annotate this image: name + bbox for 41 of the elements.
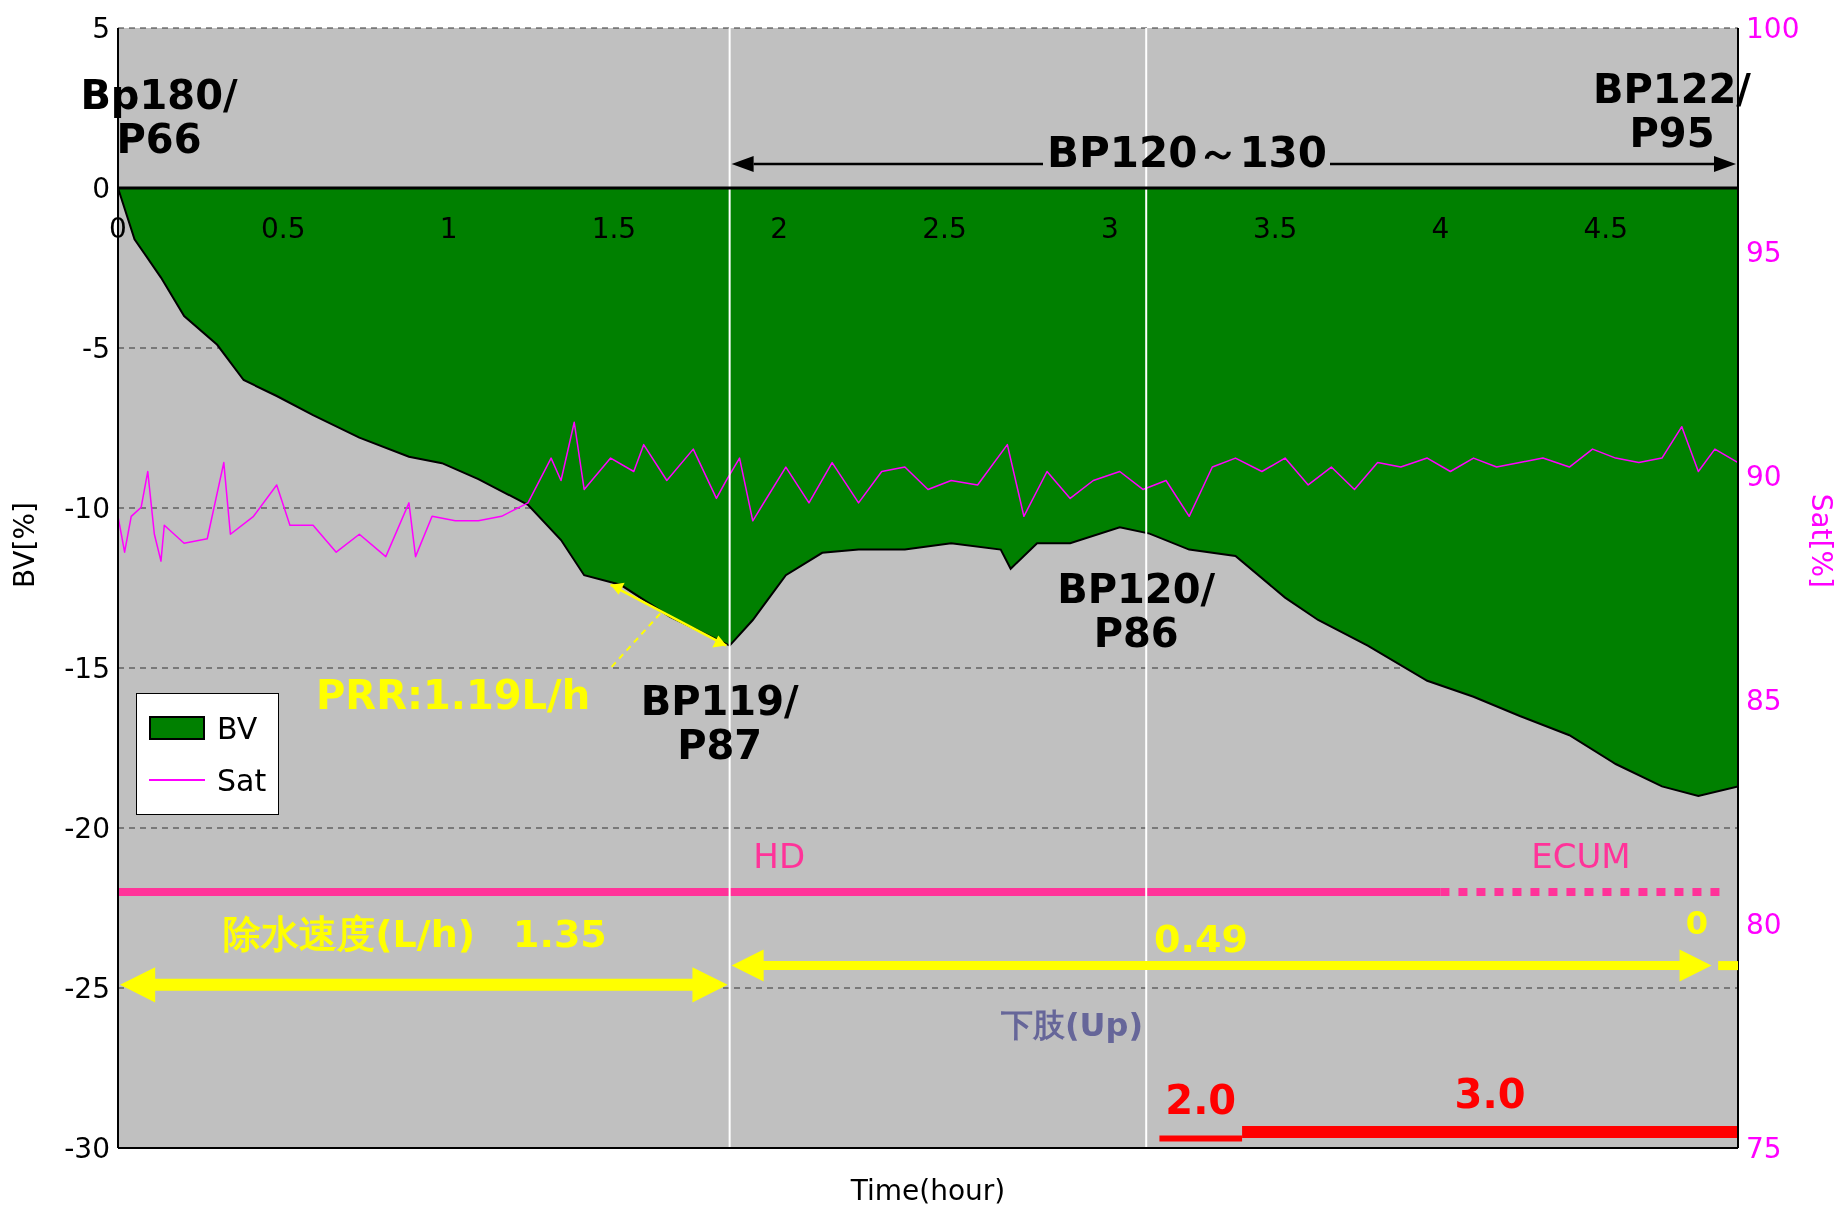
y2-tick-label: 75 <box>1746 1131 1782 1165</box>
y-tick-label: -10 <box>64 491 110 525</box>
annotation: 下肢(Up) <box>999 1006 1144 1044</box>
y2-tick-label: 95 <box>1746 235 1782 269</box>
y-tick-label: -5 <box>82 331 110 365</box>
annotation: BP119/ P87 <box>640 677 799 768</box>
y2-axis-title: Sat[%] <box>1805 493 1839 588</box>
x-tick-label: 0.5 <box>261 212 306 245</box>
y-tick-label: -20 <box>64 811 110 845</box>
x-tick-label: 1 <box>439 212 458 245</box>
y-tick-label: -25 <box>64 971 110 1005</box>
x-tick-label: 1.5 <box>591 212 637 245</box>
x-tick-label: 4.5 <box>1583 212 1629 245</box>
y-tick-label: 5 <box>92 11 110 45</box>
y-axis-title: BV[%] <box>7 502 41 588</box>
y-tick-label: -15 <box>64 651 110 685</box>
x-tick-label: 4 <box>1431 212 1450 245</box>
x-tick-label: 3 <box>1100 212 1119 245</box>
x-tick-label: 2 <box>770 212 789 245</box>
x-axis-title: Time(hour) <box>849 1174 1006 1207</box>
y-tick-label: 0 <box>92 171 110 205</box>
y2-tick-label: 80 <box>1746 907 1782 941</box>
annotation: BP120～130 <box>1046 127 1328 177</box>
annotation: 除水速度(L/h) 1.35 <box>223 911 607 956</box>
x-tick-label: 2.5 <box>922 212 967 245</box>
annotation: 0 <box>1685 904 1709 942</box>
y2-tick-label: 90 <box>1746 459 1782 493</box>
x-tick-label: 3.5 <box>1252 212 1298 245</box>
annotation: BP120/ P86 <box>1057 565 1216 656</box>
annotation: PRR:1.19L/h <box>316 671 591 718</box>
series-label: 3.0 <box>1454 1071 1526 1117</box>
series-label: HD <box>753 836 806 876</box>
legend-label: Sat <box>217 762 267 798</box>
annotation: 0.49 <box>1154 916 1248 961</box>
series-label: ECUM <box>1531 836 1631 876</box>
series-label: 2.0 <box>1165 1077 1237 1124</box>
legend-label: BV <box>217 710 258 746</box>
y2-tick-label: 85 <box>1746 683 1782 717</box>
line-series <box>118 421 1738 562</box>
y-tick-label: -30 <box>64 1131 110 1165</box>
y2-tick-label: 100 <box>1746 11 1800 45</box>
